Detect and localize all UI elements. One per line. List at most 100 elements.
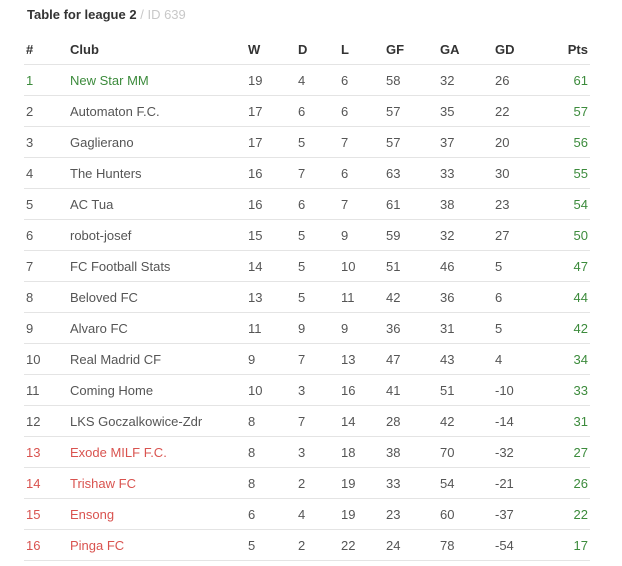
table-row: 14 Trishaw FC 8 2 19 33 54 -21 26 [24, 467, 590, 499]
table-row: 5 AC Tua 16 6 7 61 38 23 54 [24, 188, 590, 220]
row-wins: 15 [246, 219, 296, 251]
title-separator: / [140, 7, 144, 22]
row-goal-difference: 4 [493, 343, 543, 375]
row-losses: 9 [339, 312, 384, 344]
row-club[interactable]: FC Football Stats [68, 250, 246, 282]
row-goals-against: 36 [438, 281, 493, 313]
row-wins: 11 [246, 312, 296, 344]
row-points: 34 [543, 343, 590, 375]
table-row: 2 Automaton F.C. 17 6 6 57 35 22 57 [24, 95, 590, 127]
row-goals-against: 60 [438, 498, 493, 530]
row-losses: 16 [339, 374, 384, 406]
row-wins: 16 [246, 188, 296, 220]
row-wins: 17 [246, 95, 296, 127]
row-wins: 10 [246, 374, 296, 406]
row-club[interactable]: Beloved FC [68, 281, 246, 313]
header-wins: W [248, 41, 261, 57]
row-points: 17 [543, 529, 590, 561]
row-club[interactable]: Alvaro FC [68, 312, 246, 344]
row-club[interactable]: Gaglierano [68, 126, 246, 158]
row-club[interactable]: robot-josef [68, 219, 246, 251]
league-table: # Club W D L GF GA GD Pts 1 New Star MM 19… [24, 34, 590, 561]
row-goals-against: 37 [438, 126, 493, 158]
row-goals-for: 24 [384, 529, 438, 561]
row-club[interactable]: Ensong [68, 498, 246, 530]
row-goals-for: 42 [384, 281, 438, 313]
row-rank: 4 [24, 157, 68, 189]
row-draws: 5 [296, 219, 339, 251]
row-club[interactable]: Automaton F.C. [68, 95, 246, 127]
row-wins: 8 [246, 436, 296, 468]
row-goal-difference: 22 [493, 95, 543, 127]
row-rank: 6 [24, 219, 68, 251]
row-goals-for: 23 [384, 498, 438, 530]
row-draws: 7 [296, 157, 339, 189]
header-points: Pts [567, 41, 588, 57]
row-goals-for: 57 [384, 126, 438, 158]
row-losses: 10 [339, 250, 384, 282]
row-club[interactable]: Coming Home [68, 374, 246, 406]
row-draws: 3 [296, 436, 339, 468]
row-draws: 4 [296, 64, 339, 96]
page-title: Table for league 2 / ID 639 [27, 6, 186, 24]
header-club: Club [70, 41, 99, 57]
row-goals-against: 33 [438, 157, 493, 189]
row-draws: 3 [296, 374, 339, 406]
table-row: 15 Ensong 6 4 19 23 60 -37 22 [24, 498, 590, 530]
row-rank: 1 [24, 64, 68, 96]
row-losses: 7 [339, 126, 384, 158]
row-wins: 6 [246, 498, 296, 530]
row-rank: 8 [24, 281, 68, 313]
row-club[interactable]: The Hunters [68, 157, 246, 189]
row-goals-for: 63 [384, 157, 438, 189]
row-goal-difference: -37 [493, 498, 543, 530]
row-club[interactable]: Real Madrid CF [68, 343, 246, 375]
row-rank: 11 [24, 374, 68, 406]
table-row: 3 Gaglierano 17 5 7 57 37 20 56 [24, 126, 590, 158]
row-losses: 19 [339, 498, 384, 530]
table-id: ID 639 [147, 7, 186, 22]
row-club[interactable]: LKS Goczalkowice-Zdr [68, 405, 246, 437]
row-club[interactable]: Exode MILF F.C. [68, 436, 246, 468]
row-goals-against: 54 [438, 467, 493, 499]
row-losses: 6 [339, 95, 384, 127]
row-goals-against: 46 [438, 250, 493, 282]
row-points: 55 [543, 157, 590, 189]
row-goals-against: 51 [438, 374, 493, 406]
row-losses: 7 [339, 188, 384, 220]
row-losses: 9 [339, 219, 384, 251]
row-club[interactable]: New Star MM [68, 64, 246, 96]
row-wins: 5 [246, 529, 296, 561]
row-rank: 9 [24, 312, 68, 344]
table-row: 1 New Star MM 19 4 6 58 32 26 61 [24, 64, 590, 96]
row-goals-for: 28 [384, 405, 438, 437]
row-wins: 8 [246, 467, 296, 499]
row-points: 47 [543, 250, 590, 282]
row-club[interactable]: AC Tua [68, 188, 246, 220]
row-losses: 11 [339, 281, 384, 313]
table-row: 6 robot-josef 15 5 9 59 32 27 50 [24, 219, 590, 251]
row-wins: 17 [246, 126, 296, 158]
row-goals-against: 78 [438, 529, 493, 561]
row-goal-difference: 30 [493, 157, 543, 189]
row-rank: 2 [24, 95, 68, 127]
table-row: 16 Pinga FC 5 2 22 24 78 -54 17 [24, 529, 590, 561]
row-goal-difference: 5 [493, 250, 543, 282]
row-points: 57 [543, 95, 590, 127]
row-goals-for: 38 [384, 436, 438, 468]
row-draws: 4 [296, 498, 339, 530]
row-goals-against: 32 [438, 64, 493, 96]
row-goals-for: 61 [384, 188, 438, 220]
row-wins: 8 [246, 405, 296, 437]
row-draws: 5 [296, 281, 339, 313]
row-wins: 13 [246, 281, 296, 313]
row-club[interactable]: Pinga FC [68, 529, 246, 561]
row-rank: 5 [24, 188, 68, 220]
row-club[interactable]: Trishaw FC [68, 467, 246, 499]
row-wins: 14 [246, 250, 296, 282]
header-losses: L [341, 41, 349, 57]
row-points: 27 [543, 436, 590, 468]
row-points: 42 [543, 312, 590, 344]
table-row: 13 Exode MILF F.C. 8 3 18 38 70 -32 27 [24, 436, 590, 468]
row-points: 61 [543, 64, 590, 96]
